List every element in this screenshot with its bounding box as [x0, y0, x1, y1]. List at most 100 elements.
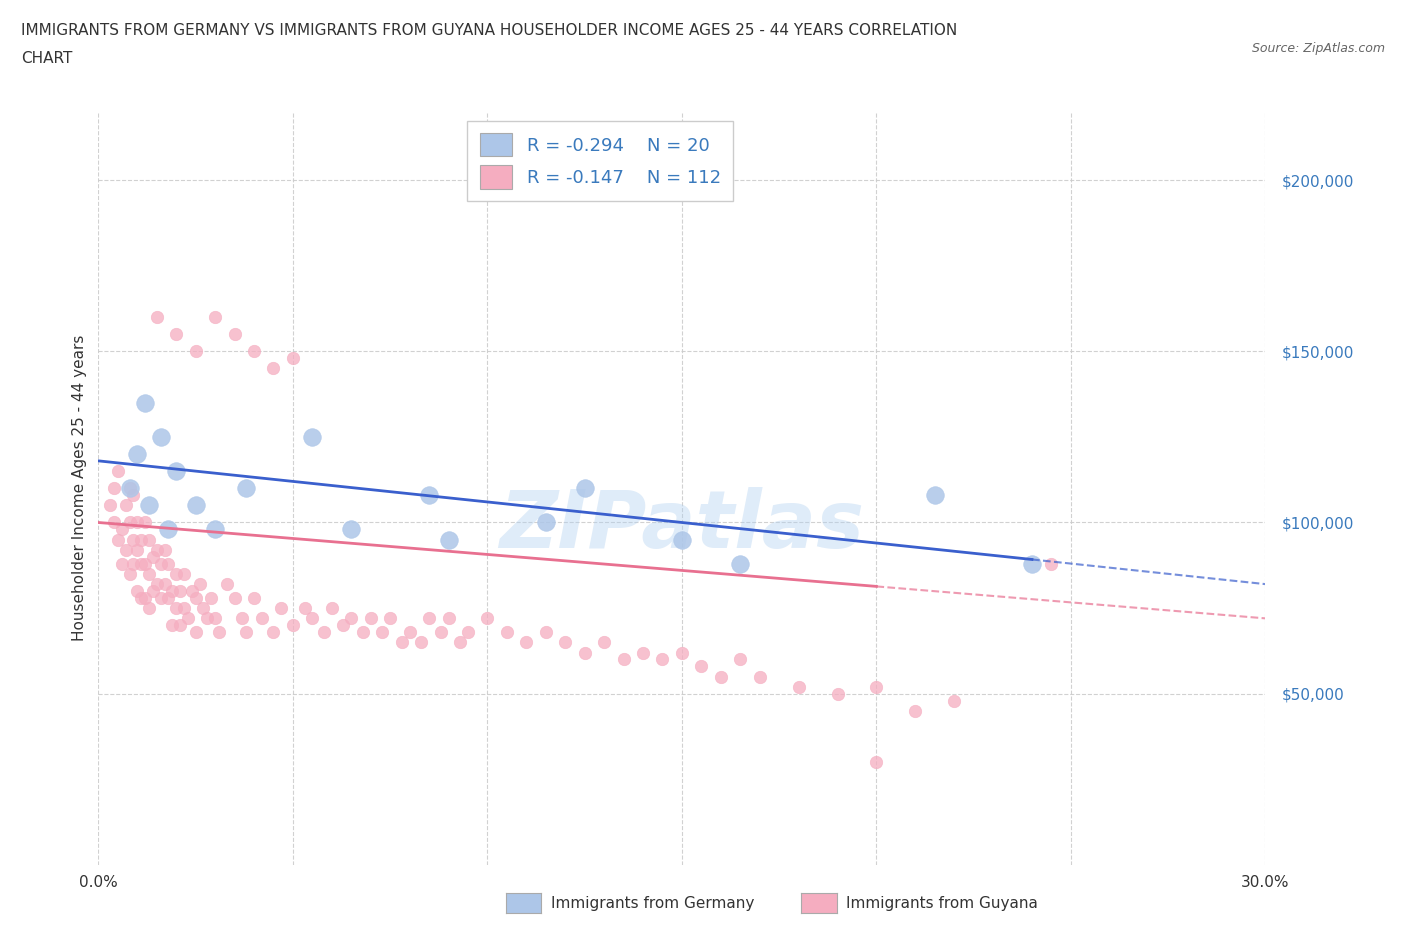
Point: [270, 601, 292, 616]
Point: [149, 591, 172, 605]
Point: [169, 583, 191, 598]
Point: [631, 645, 654, 660]
Point: [312, 625, 335, 640]
Point: [107, 532, 129, 547]
Point: [118, 481, 141, 496]
Point: [235, 481, 257, 496]
Point: [162, 618, 184, 632]
Point: [169, 618, 191, 632]
Point: [146, 542, 169, 557]
Point: [593, 635, 616, 650]
Point: [352, 625, 374, 640]
Point: [134, 515, 156, 530]
Point: [146, 577, 169, 591]
Point: [262, 361, 284, 376]
Point: [208, 625, 231, 640]
Point: [177, 611, 200, 626]
Point: [418, 487, 440, 502]
Point: [418, 611, 440, 626]
Point: [281, 618, 304, 632]
Point: [173, 566, 195, 581]
Point: [243, 344, 266, 359]
Point: [574, 481, 596, 496]
Point: [301, 611, 323, 626]
Point: [281, 351, 304, 365]
Point: [157, 591, 180, 605]
Point: [204, 310, 226, 325]
Point: [651, 652, 673, 667]
Point: [204, 611, 226, 626]
Point: [157, 522, 180, 537]
Point: [162, 583, 184, 598]
Point: [321, 601, 343, 616]
Point: [184, 591, 207, 605]
Text: IMMIGRANTS FROM GERMANY VS IMMIGRANTS FROM GUYANA HOUSEHOLDER INCOME AGES 25 - 4: IMMIGRANTS FROM GERMANY VS IMMIGRANTS FR…: [21, 23, 957, 38]
Point: [107, 464, 129, 479]
Point: [134, 556, 156, 571]
Point: [200, 591, 222, 605]
Point: [332, 618, 354, 632]
Point: [243, 591, 266, 605]
Point: [340, 522, 363, 537]
Point: [748, 670, 770, 684]
Text: CHART: CHART: [21, 51, 73, 66]
Point: [411, 635, 433, 650]
Point: [671, 532, 693, 547]
Text: Immigrants from Guyana: Immigrants from Guyana: [846, 897, 1038, 911]
Point: [129, 532, 152, 547]
Point: [787, 680, 810, 695]
Point: [138, 601, 160, 616]
Point: [142, 550, 165, 565]
Point: [449, 635, 471, 650]
Point: [865, 680, 887, 695]
Point: [215, 577, 238, 591]
Point: [534, 625, 557, 640]
Point: [103, 515, 125, 530]
Point: [193, 601, 215, 616]
Point: [165, 464, 187, 479]
Point: [138, 566, 160, 581]
Point: [301, 430, 323, 445]
Point: [127, 446, 149, 461]
Point: [360, 611, 382, 626]
Point: [138, 498, 160, 512]
Point: [157, 556, 180, 571]
Point: [127, 542, 149, 557]
Text: ZIPatlas: ZIPatlas: [499, 487, 865, 565]
Point: [122, 487, 145, 502]
Point: [262, 625, 284, 640]
Point: [134, 395, 156, 410]
Point: [127, 583, 149, 598]
Point: [114, 498, 136, 512]
Point: [129, 591, 152, 605]
Point: [153, 542, 176, 557]
Point: [924, 487, 946, 502]
Text: Immigrants from Germany: Immigrants from Germany: [551, 897, 755, 911]
Point: [574, 645, 596, 660]
Point: [250, 611, 273, 626]
Point: [1040, 556, 1063, 571]
Point: [134, 591, 156, 605]
Point: [554, 635, 576, 650]
Legend: R = -0.294    N = 20, R = -0.147    N = 112: R = -0.294 N = 20, R = -0.147 N = 112: [467, 121, 734, 201]
Point: [710, 670, 733, 684]
Point: [730, 556, 752, 571]
Point: [122, 532, 145, 547]
Point: [188, 577, 211, 591]
Point: [613, 652, 636, 667]
Point: [129, 556, 152, 571]
Point: [943, 693, 966, 708]
Point: [224, 326, 246, 341]
Point: [224, 591, 246, 605]
Point: [195, 611, 218, 626]
Point: [165, 326, 187, 341]
Point: [391, 635, 413, 650]
Point: [122, 556, 145, 571]
Point: [153, 577, 176, 591]
Point: [865, 755, 887, 770]
Point: [118, 515, 141, 530]
Point: [118, 566, 141, 581]
Point: [204, 522, 226, 537]
Point: [671, 645, 693, 660]
Point: [380, 611, 402, 626]
